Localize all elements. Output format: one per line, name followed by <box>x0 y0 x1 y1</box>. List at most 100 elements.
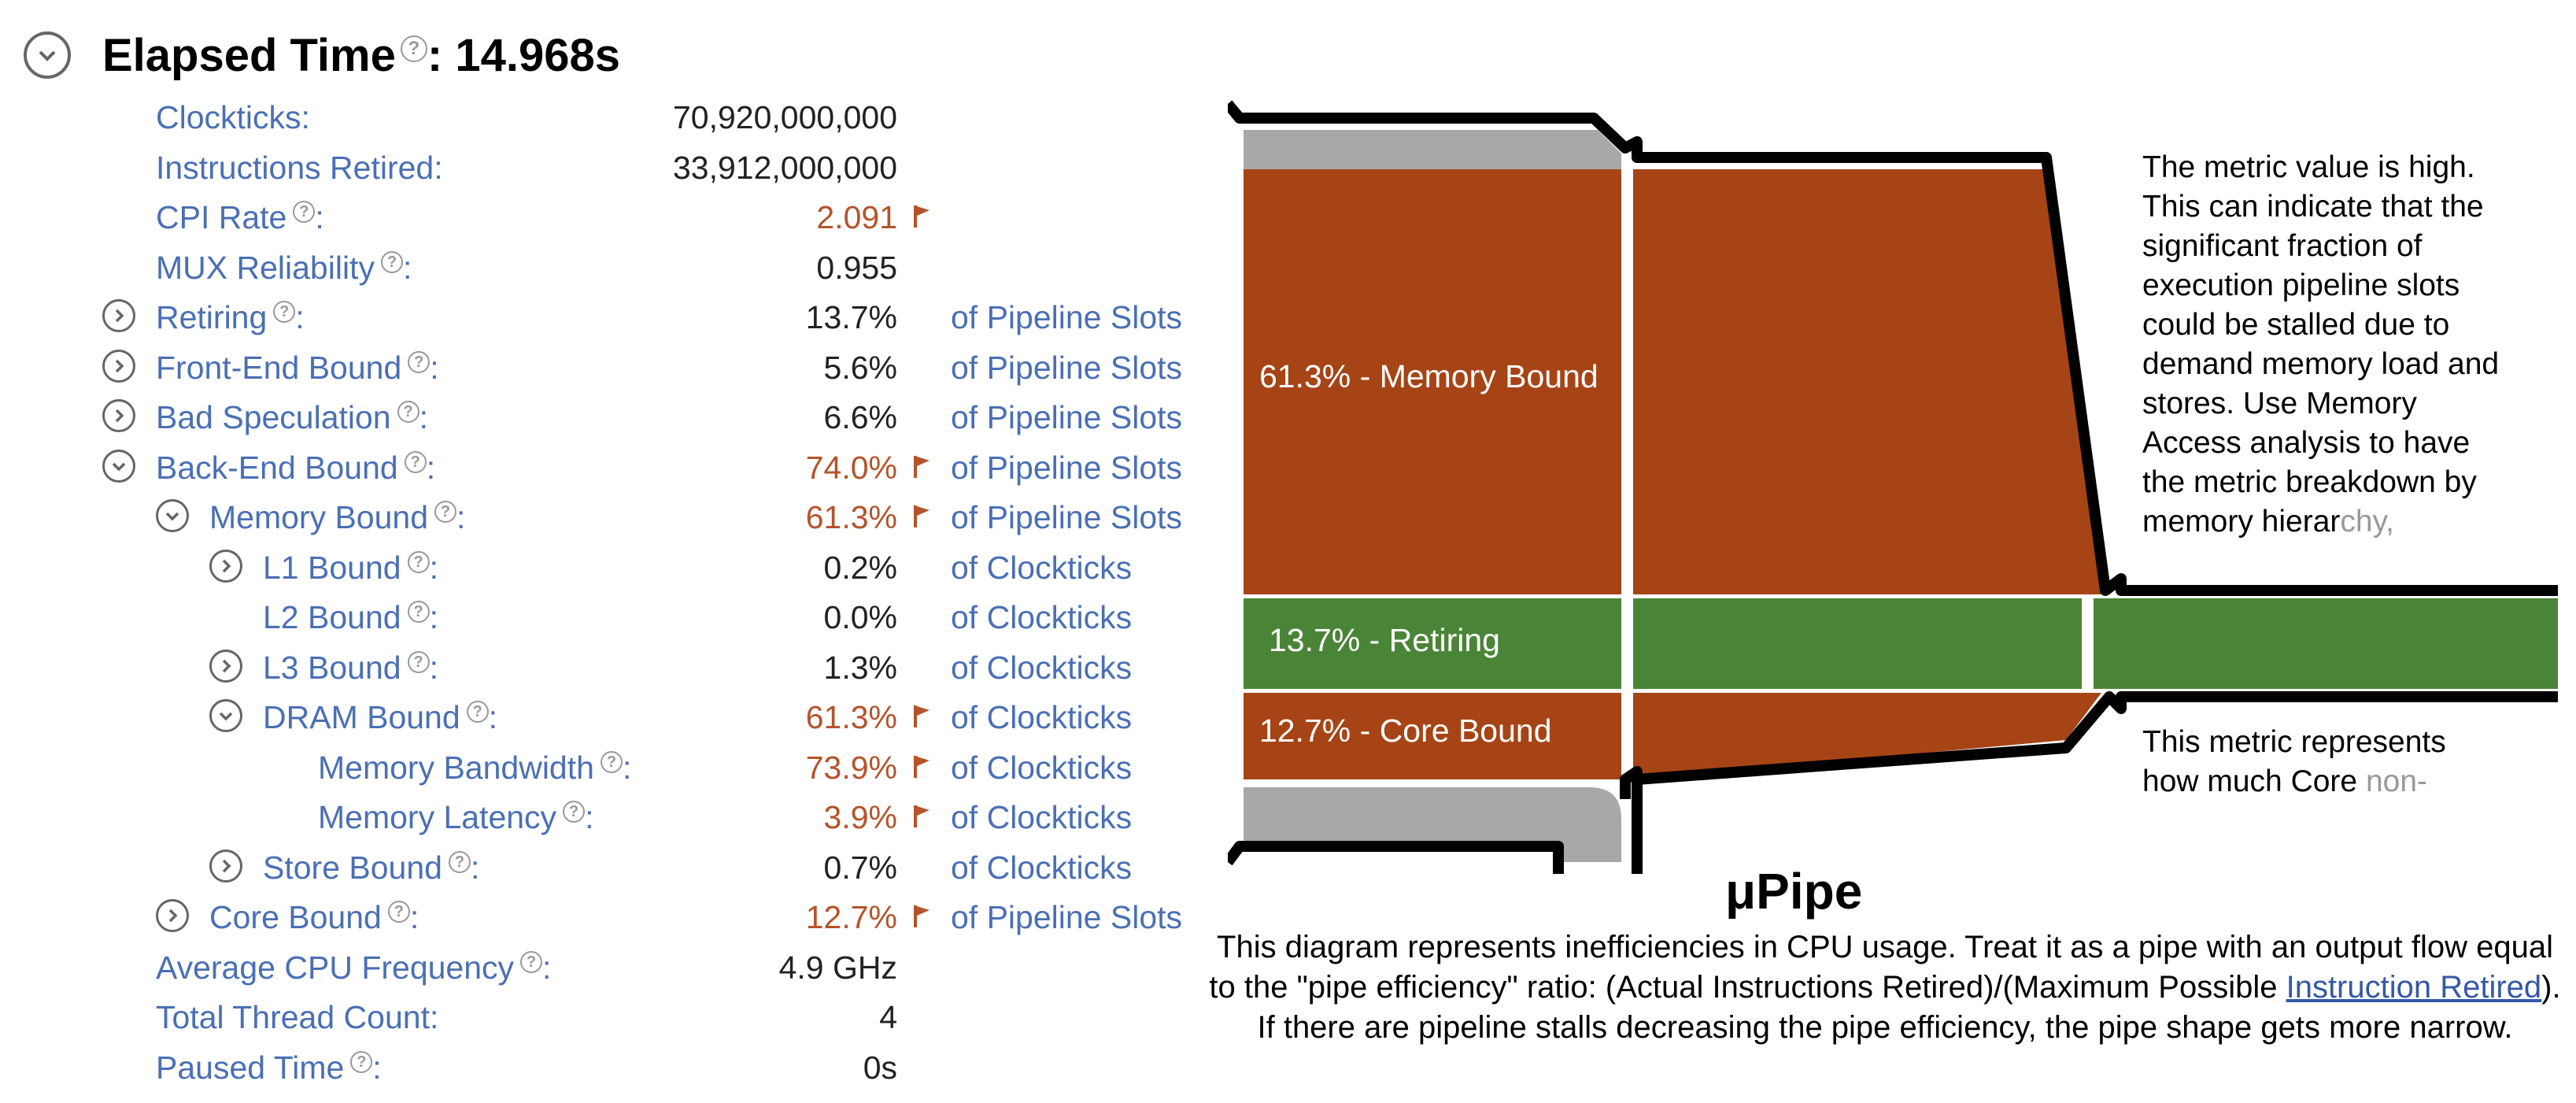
metric-label[interactable]: Memory Bound?: <box>209 499 465 536</box>
metric-label-text[interactable]: MUX Reliability <box>156 249 375 286</box>
collapse-toggle-icon[interactable] <box>24 31 71 79</box>
metric-label[interactable]: Retiring?: <box>156 299 305 336</box>
metric-label-text[interactable]: Store Bound <box>263 849 442 886</box>
metric-label-text[interactable]: Retiring <box>156 299 268 335</box>
help-icon[interactable]: ? <box>407 550 430 573</box>
metric-label-text[interactable]: Memory Latency <box>318 799 557 835</box>
metric-label[interactable]: L2 Bound?: <box>263 599 438 636</box>
metric-label-text[interactable]: Front-End Bound <box>156 349 402 386</box>
help-icon[interactable]: ? <box>404 450 427 473</box>
expand-chevron-icon[interactable] <box>102 399 135 432</box>
expand-chevron-icon[interactable] <box>209 549 242 583</box>
metric-unit[interactable]: of Clockticks <box>951 649 1133 686</box>
help-icon[interactable]: ? <box>293 201 316 224</box>
metric-label[interactable]: Memory Bandwidth?: <box>318 750 631 787</box>
metric-label[interactable]: Back-End Bound?: <box>156 450 435 487</box>
note-line: stores. Use Memory <box>2142 387 2417 420</box>
metric-label[interactable]: Paused Time?: <box>156 1049 382 1086</box>
expand-chevron-icon[interactable] <box>102 299 135 332</box>
metric-value: 13.7% <box>805 299 897 335</box>
metric-unit[interactable]: of Pipeline Slots <box>951 449 1183 486</box>
help-icon[interactable]: ? <box>350 1050 373 1073</box>
pipe-outline-bottom <box>1228 691 2558 874</box>
metric-unit[interactable]: of Clockticks <box>951 699 1133 735</box>
metric-value: 4 <box>879 999 897 1035</box>
collapse-chevron-icon[interactable] <box>102 449 135 483</box>
core-bound-note: This metric represents how much Core non… <box>2142 723 2446 801</box>
metric-label-text[interactable]: Core Bound <box>209 899 382 935</box>
expand-chevron-icon[interactable] <box>156 899 189 932</box>
help-icon[interactable]: ? <box>397 401 419 424</box>
metric-label[interactable]: Clockticks: <box>156 99 310 136</box>
help-icon[interactable]: ? <box>400 35 427 63</box>
metric-unit[interactable]: of Clockticks <box>951 849 1133 886</box>
metric-label[interactable]: Average CPU Frequency?: <box>156 949 551 986</box>
memory-bound-pipe-label[interactable]: 61.3% - Memory Bound <box>1259 358 1598 394</box>
help-icon[interactable]: ? <box>407 601 430 624</box>
core-bound-pipe-label[interactable]: 12.7% - Core Bound <box>1259 713 1552 749</box>
help-icon[interactable]: ? <box>434 501 457 524</box>
label-colon: : <box>409 899 419 935</box>
metric-label[interactable]: Memory Latency?: <box>318 799 593 836</box>
metric-label[interactable]: Total Thread Count: <box>156 999 438 1036</box>
help-icon[interactable]: ? <box>448 850 471 873</box>
pipe-retiring-right <box>2094 598 2558 689</box>
metric-unit[interactable]: of Pipeline Slots <box>951 899 1183 935</box>
help-icon[interactable]: ? <box>520 950 543 973</box>
expand-chevron-icon[interactable] <box>209 849 242 883</box>
note-line: execution pipeline slots <box>2142 268 2460 302</box>
metric-label-text[interactable]: Clockticks <box>156 99 301 135</box>
flag-icon <box>914 505 930 527</box>
metric-label-text[interactable]: Bad Speculation <box>156 399 391 435</box>
metric-unit[interactable]: of Clockticks <box>951 549 1133 586</box>
collapse-chevron-icon[interactable] <box>209 699 242 732</box>
metric-unit[interactable]: of Pipeline Slots <box>951 349 1183 386</box>
retiring-pipe-label[interactable]: 13.7% - Retiring <box>1269 622 1500 658</box>
metric-label[interactable]: L1 Bound?: <box>263 550 438 587</box>
metric-label[interactable]: Bad Speculation?: <box>156 399 428 436</box>
metric-value: 0.955 <box>816 249 897 286</box>
metric-label-text[interactable]: L2 Bound <box>263 599 401 635</box>
metric-unit[interactable]: of Pipeline Slots <box>951 399 1183 435</box>
expand-chevron-icon[interactable] <box>209 649 242 683</box>
metric-label[interactable]: L3 Bound?: <box>263 650 438 687</box>
help-icon[interactable]: ? <box>407 650 430 673</box>
help-icon[interactable]: ? <box>273 301 296 324</box>
metric-label[interactable]: DRAM Bound?: <box>263 699 497 736</box>
metric-label[interactable]: Store Bound?: <box>263 849 479 886</box>
metric-label-text[interactable]: Memory Bound <box>209 499 429 535</box>
metric-label[interactable]: Instructions Retired: <box>156 150 443 187</box>
metric-label-text[interactable]: Total Thread Count <box>156 999 430 1035</box>
help-icon[interactable]: ? <box>600 750 623 773</box>
flag-icon <box>914 455 930 478</box>
help-icon[interactable]: ? <box>466 701 489 724</box>
metric-unit[interactable]: of Pipeline Slots <box>951 299 1183 335</box>
metric-label-text[interactable]: Back-End Bound <box>156 449 398 486</box>
metric-label-text[interactable]: DRAM Bound <box>263 699 460 735</box>
help-icon[interactable]: ? <box>387 901 410 923</box>
help-icon[interactable]: ? <box>408 350 431 373</box>
collapse-chevron-icon[interactable] <box>156 499 189 532</box>
metric-unit[interactable]: of Pipeline Slots <box>951 499 1183 535</box>
metric-label-text[interactable]: Paused Time <box>156 1049 345 1086</box>
help-icon[interactable]: ? <box>563 801 586 824</box>
expand-chevron-icon[interactable] <box>102 349 135 383</box>
metric-label-text[interactable]: L3 Bound <box>263 649 401 686</box>
metric-row: Total Thread Count: 4 <box>0 993 1212 1042</box>
label-colon: : <box>585 799 594 835</box>
metric-unit[interactable]: of Clockticks <box>951 749 1133 786</box>
metric-unit[interactable]: of Clockticks <box>951 799 1133 835</box>
metric-unit[interactable]: of Clockticks <box>951 599 1133 635</box>
metric-label-text[interactable]: Average CPU Frequency <box>156 949 515 986</box>
metric-label-text[interactable]: Memory Bandwidth <box>318 749 594 786</box>
metric-label-text[interactable]: Instructions Retired <box>156 149 434 186</box>
note-line: The metric value is high. <box>2142 150 2475 184</box>
metric-label-text[interactable]: L1 Bound <box>263 549 401 586</box>
instruction-retired-link[interactable]: Instruction Retired <box>2286 970 2542 1005</box>
help-icon[interactable]: ? <box>380 250 403 273</box>
metric-label-text[interactable]: CPI Rate <box>156 199 287 235</box>
metric-label[interactable]: MUX Reliability?: <box>156 250 412 287</box>
metric-label[interactable]: Front-End Bound?: <box>156 350 439 387</box>
metric-label[interactable]: CPI Rate?: <box>156 199 324 236</box>
metric-label[interactable]: Core Bound?: <box>209 899 419 936</box>
